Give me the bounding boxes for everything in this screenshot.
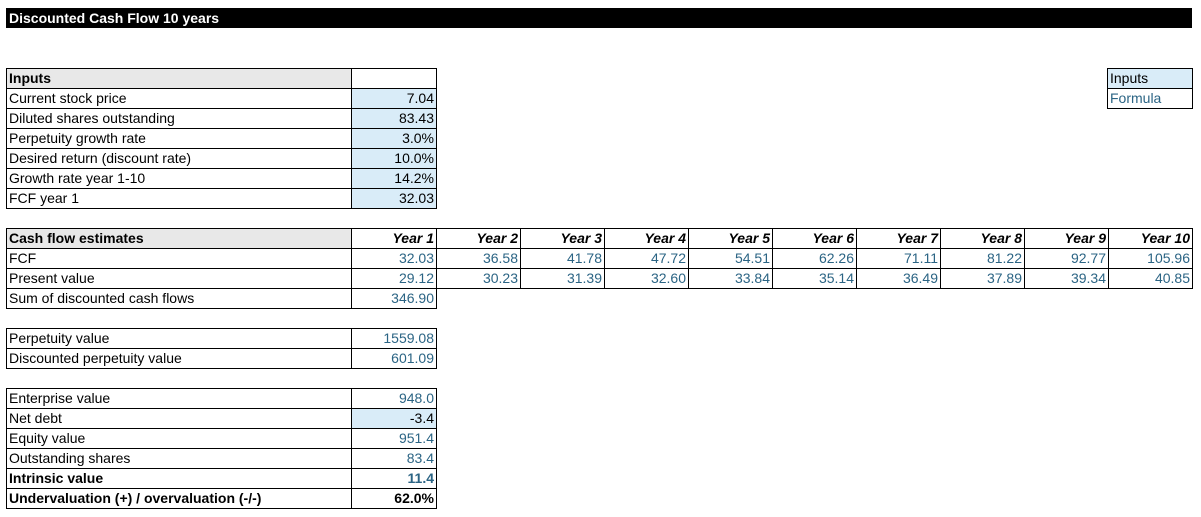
year-header[interactable]: Year 3	[520, 228, 605, 249]
inputs-header-value[interactable]	[351, 68, 437, 89]
perpetuity-table: Perpetuity value 1559.08 Discounted perp…	[6, 328, 437, 369]
fcf-cell[interactable]: 32.03	[351, 248, 437, 269]
fcf-cell[interactable]: 71.11	[856, 248, 941, 269]
fcf-cell[interactable]: 62.26	[772, 248, 857, 269]
input-label-diluted-shares[interactable]: Diluted shares outstanding	[6, 108, 352, 129]
pv-cell[interactable]: 33.84	[688, 268, 773, 289]
discounted-perpetuity-label[interactable]: Discounted perpetuity value	[6, 348, 352, 369]
intrinsic-value-label[interactable]: Intrinsic value	[6, 468, 352, 489]
input-value-growth-rate[interactable]: 14.2%	[351, 168, 437, 189]
undervaluation-label[interactable]: Undervaluation (+) / overvaluation (-/-)	[6, 488, 352, 509]
inputs-table: Inputs Current stock price 7.04 Diluted …	[6, 68, 437, 209]
equity-value[interactable]: 951.4	[351, 428, 437, 449]
sheet-title: Discounted Cash Flow 10 years	[6, 8, 1192, 28]
legend-table: Inputs Formula	[1107, 68, 1193, 109]
outstanding-shares-value[interactable]: 83.4	[351, 448, 437, 469]
legend-formula[interactable]: Formula	[1107, 88, 1193, 109]
year-header[interactable]: Year 5	[688, 228, 773, 249]
input-value-diluted-shares[interactable]: 83.43	[351, 108, 437, 129]
fcf-cell[interactable]: 54.51	[688, 248, 773, 269]
year-header[interactable]: Year 8	[940, 228, 1025, 249]
input-value-perpetuity-growth[interactable]: 3.0%	[351, 128, 437, 149]
input-value-stock-price[interactable]: 7.04	[351, 88, 437, 109]
legend-inputs[interactable]: Inputs	[1107, 68, 1193, 89]
sum-value[interactable]: 346.90	[351, 288, 437, 309]
fcf-cell[interactable]: 81.22	[940, 248, 1025, 269]
fcf-cell[interactable]: 105.96	[1108, 248, 1193, 269]
enterprise-value[interactable]: 948.0	[351, 388, 437, 409]
input-label-stock-price[interactable]: Current stock price	[6, 88, 352, 109]
outstanding-shares-label[interactable]: Outstanding shares	[6, 448, 352, 469]
year-header[interactable]: Year 7	[856, 228, 941, 249]
year-header[interactable]: Year 2	[436, 228, 521, 249]
input-value-fcf-year1[interactable]: 32.03	[351, 188, 437, 209]
pv-label[interactable]: Present value	[6, 268, 352, 289]
pv-cell[interactable]: 40.85	[1108, 268, 1193, 289]
input-label-fcf-year1[interactable]: FCF year 1	[6, 188, 352, 209]
input-value-discount-rate[interactable]: 10.0%	[351, 148, 437, 169]
cashflow-table: Cash flow estimates Year 1 Year 2 Year 3…	[6, 228, 1193, 289]
discounted-perpetuity-value[interactable]: 601.09	[351, 348, 437, 369]
fcf-label[interactable]: FCF	[6, 248, 352, 269]
fcf-cell[interactable]: 92.77	[1024, 248, 1109, 269]
pv-cell[interactable]: 30.23	[436, 268, 521, 289]
fcf-cell[interactable]: 41.78	[520, 248, 605, 269]
undervaluation-value[interactable]: 62.0%	[351, 488, 437, 509]
perpetuity-value-label[interactable]: Perpetuity value	[6, 328, 352, 349]
inputs-header[interactable]: Inputs	[6, 68, 352, 89]
year-header[interactable]: Year 9	[1024, 228, 1109, 249]
input-label-discount-rate[interactable]: Desired return (discount rate)	[6, 148, 352, 169]
net-debt-value[interactable]: -3.4	[351, 408, 437, 429]
valuation-table: Enterprise value 948.0 Net debt -3.4 Equ…	[6, 388, 437, 509]
pv-cell[interactable]: 36.49	[856, 268, 941, 289]
pv-cell[interactable]: 39.34	[1024, 268, 1109, 289]
year-header[interactable]: Year 10	[1108, 228, 1193, 249]
fcf-cell[interactable]: 36.58	[436, 248, 521, 269]
year-header[interactable]: Year 6	[772, 228, 857, 249]
pv-cell[interactable]: 32.60	[604, 268, 689, 289]
pv-cell[interactable]: 31.39	[520, 268, 605, 289]
input-label-growth-rate[interactable]: Growth rate year 1-10	[6, 168, 352, 189]
net-debt-label[interactable]: Net debt	[6, 408, 352, 429]
sum-table: Sum of discounted cash flows 346.90	[6, 288, 437, 309]
year-header[interactable]: Year 4	[604, 228, 689, 249]
pv-cell[interactable]: 35.14	[772, 268, 857, 289]
perpetuity-value[interactable]: 1559.08	[351, 328, 437, 349]
input-label-perpetuity-growth[interactable]: Perpetuity growth rate	[6, 128, 352, 149]
sum-label[interactable]: Sum of discounted cash flows	[6, 288, 352, 309]
year-header[interactable]: Year 1	[351, 228, 437, 249]
fcf-cell[interactable]: 47.72	[604, 248, 689, 269]
cashflow-header[interactable]: Cash flow estimates	[6, 228, 352, 249]
pv-cell[interactable]: 37.89	[940, 268, 1025, 289]
intrinsic-value[interactable]: 11.4	[351, 468, 437, 489]
equity-value-label[interactable]: Equity value	[6, 428, 352, 449]
enterprise-value-label[interactable]: Enterprise value	[6, 388, 352, 409]
pv-cell[interactable]: 29.12	[351, 268, 437, 289]
